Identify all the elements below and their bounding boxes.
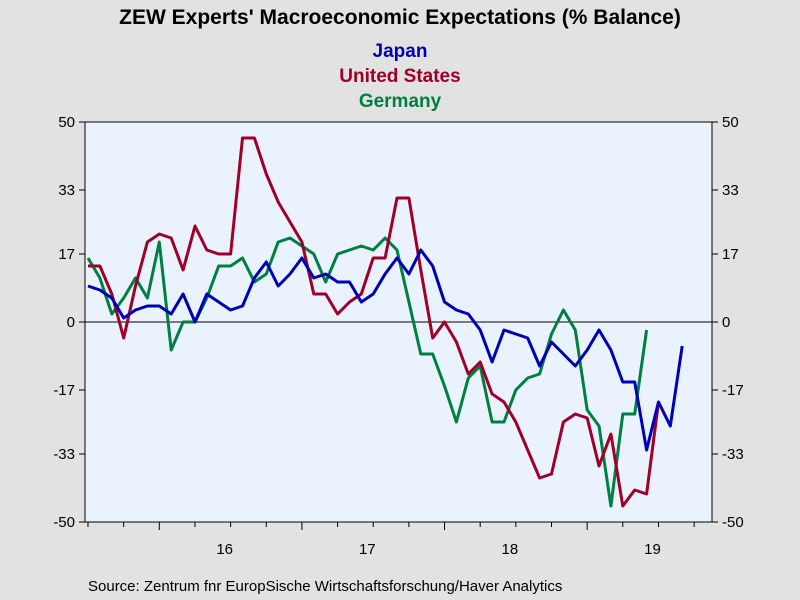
y-tick-label-right: 50: [722, 114, 739, 131]
chart-title: ZEW Experts' Macroeconomic Expectations …: [119, 6, 681, 29]
x-tick-label: 19: [644, 541, 661, 558]
y-tick-label-left: 33: [58, 182, 75, 199]
legend-entry: Japan: [373, 41, 428, 62]
y-tick-label-right: -50: [722, 514, 744, 531]
y-tick-label-right: 17: [722, 246, 739, 263]
series-lines: [86, 136, 684, 508]
y-tick-label-left: -50: [53, 514, 75, 531]
source-note: Source: Zentrum fnr EuropSische Wirtscha…: [88, 578, 562, 595]
y-tick-label-right: 0: [722, 314, 730, 331]
y-tick-label-left: 17: [58, 246, 75, 263]
axes: 50 50 33 33 17 17 0 0 -17 -17 -33 -33 -50 -50 16 17 18 19: [53, 114, 743, 558]
x-tick-label: 17: [359, 541, 376, 558]
y-tick-label-left: 50: [58, 114, 75, 131]
x-tick-label: 18: [502, 541, 519, 558]
legend-entry: Germany: [359, 91, 442, 112]
y-tick-label-left: -33: [53, 446, 75, 463]
y-tick-label-left: 0: [67, 314, 75, 331]
y-tick-label-right: -17: [722, 382, 744, 399]
series-line-united-states: [88, 136, 660, 508]
series-line-germany: [86, 236, 649, 508]
y-tick-label-left: -17: [53, 382, 75, 399]
legend-entry: United States: [339, 66, 460, 87]
legend: Japan United States Germany: [339, 41, 460, 112]
y-tick-label-right: 33: [722, 182, 739, 199]
y-tick-label-right: -33: [722, 446, 744, 463]
x-tick-label: 16: [216, 541, 233, 558]
series-line-japan: [87, 248, 684, 452]
